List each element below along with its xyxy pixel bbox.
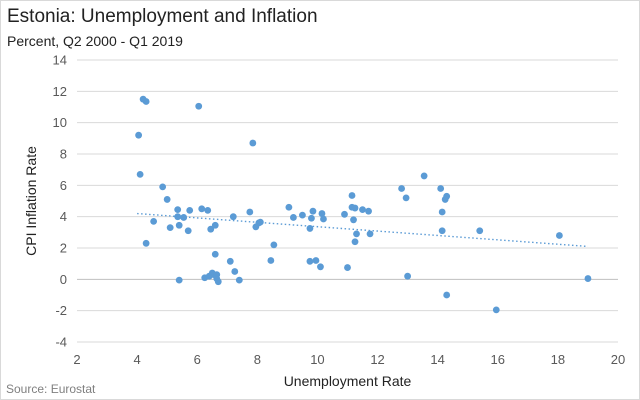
trendline xyxy=(137,212,588,248)
chart-source: Source: Eurostat xyxy=(6,382,96,396)
y-tick-label: 0 xyxy=(60,272,67,287)
data-point xyxy=(341,210,348,218)
data-point xyxy=(584,275,592,282)
data-point xyxy=(308,214,315,222)
data-point xyxy=(318,210,326,217)
y-tick-label: 6 xyxy=(60,178,67,193)
y-tick-label: 8 xyxy=(60,147,67,162)
x-tick-label: 8 xyxy=(254,352,261,367)
data-point xyxy=(365,207,372,215)
data-point xyxy=(198,205,206,213)
x-tick-label: 16 xyxy=(491,352,505,367)
data-point xyxy=(135,131,143,139)
data-point xyxy=(235,276,243,284)
y-tick-label: 12 xyxy=(53,84,67,99)
data-point xyxy=(351,238,359,246)
data-point xyxy=(290,214,297,221)
y-tick-label: 4 xyxy=(60,209,67,224)
data-point xyxy=(492,306,500,314)
data-point xyxy=(246,208,254,216)
data-point xyxy=(443,291,451,299)
data-point xyxy=(438,208,446,216)
data-point xyxy=(226,257,234,265)
data-point xyxy=(174,206,182,214)
x-tick-labels: 2 4 6 8 10 12 14 16 18 20 xyxy=(73,352,625,367)
data-point xyxy=(150,217,158,225)
data-point xyxy=(438,227,446,235)
y-tick-label: 10 xyxy=(53,115,67,130)
data-point xyxy=(285,203,293,211)
data-point xyxy=(344,264,351,271)
data-point xyxy=(348,192,356,199)
data-point xyxy=(267,257,275,264)
data-point xyxy=(204,207,212,214)
x-tick-label: 14 xyxy=(430,352,444,367)
data-points xyxy=(135,95,592,314)
x-tick-label: 10 xyxy=(310,352,324,367)
y-axis-title: CPI Inflation Rate xyxy=(23,146,39,256)
data-point xyxy=(211,221,219,229)
data-point xyxy=(211,250,219,258)
data-point xyxy=(174,213,182,221)
data-point xyxy=(207,225,215,233)
data-point xyxy=(299,211,306,219)
data-point xyxy=(309,207,317,215)
data-point xyxy=(195,102,203,110)
data-point xyxy=(359,206,366,214)
data-point xyxy=(186,207,194,214)
data-point xyxy=(404,272,412,280)
data-point xyxy=(420,172,428,180)
data-point xyxy=(229,213,237,221)
data-point xyxy=(353,230,360,238)
data-point xyxy=(180,214,188,221)
data-point xyxy=(320,215,327,223)
chart-subtitle: Percent, Q2 2000 - Q1 2019 xyxy=(7,33,183,49)
y-tick-label: -2 xyxy=(55,303,67,318)
data-point xyxy=(142,98,150,105)
x-axis-title: Unemployment Rate xyxy=(284,373,412,389)
x-tick-label: 6 xyxy=(194,352,201,367)
data-point xyxy=(476,227,484,235)
x-tick-label: 4 xyxy=(133,352,140,367)
data-point xyxy=(159,183,167,191)
data-point xyxy=(256,218,264,226)
data-point xyxy=(163,196,171,203)
x-tick-label: 20 xyxy=(611,352,625,367)
data-point xyxy=(350,216,357,224)
gridlines xyxy=(77,59,618,343)
data-point xyxy=(443,192,451,200)
data-point xyxy=(402,194,410,202)
data-point xyxy=(555,232,563,239)
data-point xyxy=(270,241,278,249)
data-point xyxy=(398,185,405,192)
data-point xyxy=(249,139,257,147)
data-point xyxy=(214,278,222,286)
y-tick-label: -4 xyxy=(55,335,67,350)
x-tick-label: 18 xyxy=(551,352,565,367)
data-point xyxy=(231,268,239,275)
data-point xyxy=(175,221,183,229)
data-point xyxy=(175,276,183,284)
data-point xyxy=(184,227,192,235)
data-point xyxy=(306,225,314,232)
data-point xyxy=(312,257,320,264)
y-tick-label: 2 xyxy=(60,241,67,256)
data-point xyxy=(166,224,174,232)
x-tick-label: 2 xyxy=(73,352,80,367)
data-point xyxy=(437,185,445,192)
data-point xyxy=(317,263,324,271)
data-point xyxy=(136,170,144,178)
data-point xyxy=(142,239,150,247)
data-point xyxy=(366,230,374,238)
data-point xyxy=(306,257,314,265)
chart-title: Estonia: Unemployment and Inflation xyxy=(7,6,318,27)
data-point xyxy=(351,204,359,212)
y-tick-label: 14 xyxy=(53,53,67,68)
y-tick-labels: -4 -2 0 2 4 6 8 10 12 14 xyxy=(53,53,67,350)
x-tick-label: 12 xyxy=(370,352,384,367)
